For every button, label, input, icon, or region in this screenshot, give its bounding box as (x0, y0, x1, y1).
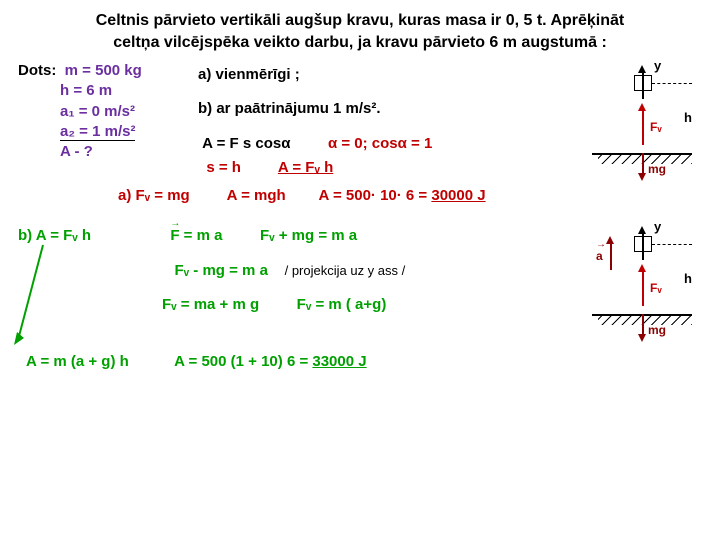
given-block: Dots: m = 500 kg h = 6 m a₁ = 0 m/s² a₂ … (18, 61, 178, 162)
alpha-note: α = 0; cosα = 1 (328, 135, 432, 152)
upper-block: Dots: m = 500 kg h = 6 m a₁ = 0 m/s² a₂ … (18, 61, 702, 182)
mg-label-2: mg (648, 322, 666, 338)
title-line-1: Celtnis pārvieto vertikāli augšup kravu,… (18, 10, 702, 32)
a-final-calc: A = 500 (1 + 10) 6 = (174, 353, 312, 370)
fv-label: Fᵥ (650, 119, 662, 135)
given-m: m = 500 kg (65, 62, 142, 79)
proj-note: / projekcija uz y ass / (285, 263, 406, 278)
y-label-2: y (654, 218, 661, 236)
diagram-1: y h Fᵥ mg (592, 61, 702, 181)
case-b-label: b) A = Fᵥ h (18, 222, 148, 246)
given-a1: a₁ = 0 m/s² (60, 103, 135, 120)
case-a-force: a) Fᵥ = mg (118, 187, 190, 204)
case-headers: a) vienmērīgi ; b) ar paātrinājumu 1 m/s… (198, 61, 572, 182)
case-a-line: a) Fᵥ = mg A = mgh A = 500· 10· 6 = 3000… (18, 186, 702, 206)
final-line: A = m (a + g) h A = 500 (1 + 10) 6 = 330… (18, 352, 702, 372)
case-a-title: a) vienmērīgi ; (198, 65, 572, 85)
a-fv-h: A = Fᵥ h (278, 159, 333, 176)
case-b-title: b) ar paātrinājumu 1 m/s². (198, 99, 572, 119)
diagram-2: y h a Fᵥ mg (592, 222, 702, 342)
newton2: F = m a (170, 227, 222, 244)
given-unknown: A - ? (60, 143, 93, 160)
forces-proj: Fᵥ - mg = m a (175, 262, 268, 279)
a-final-form: A = m (a + g) h (26, 353, 129, 370)
h-label-2: h (684, 270, 692, 288)
a-mgh: A = mgh (227, 187, 286, 204)
a-final-result: 33000 J (312, 353, 366, 370)
case-b-block: b) A = Fᵥ h F = m a Fᵥ + mg = m a Fᵥ - m… (18, 222, 702, 342)
s-eq-h: s = h (206, 159, 241, 176)
mass-box (634, 75, 652, 91)
mg-label: mg (648, 161, 666, 177)
h-label: h (684, 109, 692, 127)
given-label: Dots: (18, 62, 56, 79)
problem-title: Celtnis pārvieto vertikāli augšup kravu,… (18, 10, 702, 53)
y-label: y (654, 57, 661, 75)
a-mgh-result: 30000 J (431, 187, 485, 204)
fv-label-2: Fᵥ (650, 280, 662, 296)
given-h: h = 6 m (60, 82, 112, 99)
mass-box-2 (634, 236, 652, 252)
given-a2: a₂ = 1 m/s² (60, 123, 135, 141)
case-b-equations: F = m a Fᵥ + mg = m a Fᵥ - mg = m a / pr… (162, 222, 578, 319)
a-mgh-calc: A = 500· 10· 6 = (319, 187, 432, 204)
title-line-2: celtņa vilcējspēka veikto darbu, ja krav… (18, 32, 702, 54)
a-label: a (596, 248, 603, 264)
fv-factored: Fᵥ = m ( a+g) (297, 296, 387, 313)
fv-solve: Fᵥ = ma + m g (162, 296, 259, 313)
work-general: A = F s cosα (202, 135, 290, 152)
forces-vec: Fᵥ + mg = m a (260, 227, 357, 244)
